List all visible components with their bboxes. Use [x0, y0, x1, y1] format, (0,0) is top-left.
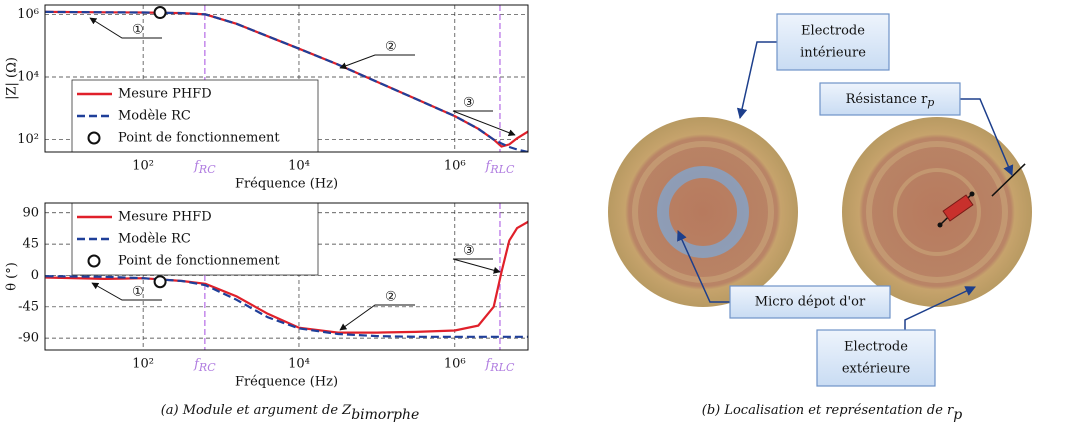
plot-frame	[44, 202, 529, 351]
marker-symbol: f	[193, 357, 201, 372]
callout-text: extérieure	[842, 362, 911, 377]
caption: (b) Localisation et représentation de rp	[702, 403, 963, 424]
x-tick-label: 10²	[132, 159, 154, 174]
annotation-arrow	[339, 304, 415, 331]
caption: (a) Module et argument de Zbimorphe	[161, 403, 420, 424]
legend-marker	[87, 131, 101, 145]
caption-subscript: p	[953, 407, 962, 423]
callout-box	[729, 285, 891, 319]
callout-main: Résistance r	[846, 92, 928, 107]
legend-label: Mesure PHFD	[118, 210, 212, 225]
marker-label: fRLC	[485, 357, 515, 375]
marker-symbol: f	[485, 357, 493, 372]
marker-label: fRC	[193, 159, 216, 177]
callout-text: Electrode	[844, 340, 908, 355]
y-tick-label: 10⁶	[17, 7, 39, 22]
marker-subscript: RC	[198, 361, 216, 374]
legend-label: Mesure PHFD	[118, 87, 212, 102]
legend-label: Modèle RC	[118, 232, 191, 247]
plot-frame	[44, 4, 529, 153]
caption-subscript: bimorphe	[351, 407, 419, 423]
x-tick-label: 10⁴	[288, 357, 310, 372]
y-tick-label: 10²	[17, 132, 39, 147]
legend-label: Modèle RC	[118, 109, 191, 124]
annotation-arrow	[91, 282, 162, 301]
legend-label: Point de fonctionnement	[118, 254, 280, 269]
x-tick-label: 10⁶	[444, 159, 466, 174]
x-axis-label: Fréquence (Hz)	[235, 177, 338, 192]
y-tick-label: 10⁴	[17, 69, 39, 84]
legend-box	[71, 202, 319, 276]
operating-point	[153, 6, 167, 20]
callout-box	[816, 329, 936, 387]
series-line	[45, 10, 528, 148]
legend-marker	[87, 254, 101, 268]
callout-arrow	[960, 98, 1014, 176]
photo-left	[608, 117, 798, 307]
annotation: ②	[385, 40, 397, 55]
marker-subscript: RLC	[489, 361, 515, 374]
marker-label: fRC	[193, 357, 216, 375]
callout-arrow	[736, 41, 777, 120]
callout-arrow	[677, 230, 730, 303]
marker-subscript: RLC	[489, 163, 515, 176]
series-line	[45, 220, 528, 334]
annotation: ③	[463, 96, 475, 111]
marker-subscript: RC	[198, 163, 216, 176]
callout-box	[819, 82, 961, 116]
annotation: ②	[385, 290, 397, 305]
x-tick-label: 10⁴	[288, 159, 310, 174]
y-axis-label: θ (°)	[5, 262, 20, 291]
callout-text: Résistance rp	[846, 92, 935, 110]
annotation-arrow	[89, 17, 162, 39]
y-tick-label: 0	[31, 268, 39, 283]
annotation: ①	[132, 285, 144, 300]
callout-text: intérieure	[800, 46, 866, 61]
x-tick-label: 10⁶	[444, 357, 466, 372]
x-axis-label: Fréquence (Hz)	[235, 375, 338, 390]
annotation-arrow	[339, 54, 415, 70]
annotation: ③	[463, 244, 475, 259]
marker-symbol: f	[485, 159, 493, 174]
marker-symbol: f	[193, 159, 201, 174]
y-tick-label: 90	[22, 205, 39, 220]
y-tick-label: -90	[18, 331, 39, 346]
legend-box	[71, 79, 319, 153]
callout-text: Micro dépot d'or	[755, 295, 866, 310]
x-tick-label: 10²	[132, 357, 154, 372]
y-axis-label: |Z| (Ω)	[5, 57, 20, 100]
series-line	[45, 10, 528, 152]
callout-box	[776, 13, 890, 71]
y-tick-label: -45	[18, 299, 39, 314]
annotation: ①	[132, 23, 144, 38]
callout-arrow	[904, 286, 976, 330]
operating-point	[153, 275, 167, 289]
callout-subscript: p	[927, 96, 934, 109]
annotation-arrow	[452, 258, 501, 274]
y-tick-label: 45	[22, 237, 39, 252]
legend-label: Point de fonctionnement	[118, 131, 280, 146]
resistor-symbol	[937, 191, 975, 228]
marker-label: fRLC	[485, 159, 515, 177]
photo-right	[842, 117, 1032, 307]
caption-text: (b) Localisation et représentation de r	[702, 403, 954, 418]
annotation-arrow	[452, 110, 516, 136]
caption-text: (a) Module et argument de Z	[161, 403, 352, 418]
callout-text: Electrode	[801, 24, 865, 39]
